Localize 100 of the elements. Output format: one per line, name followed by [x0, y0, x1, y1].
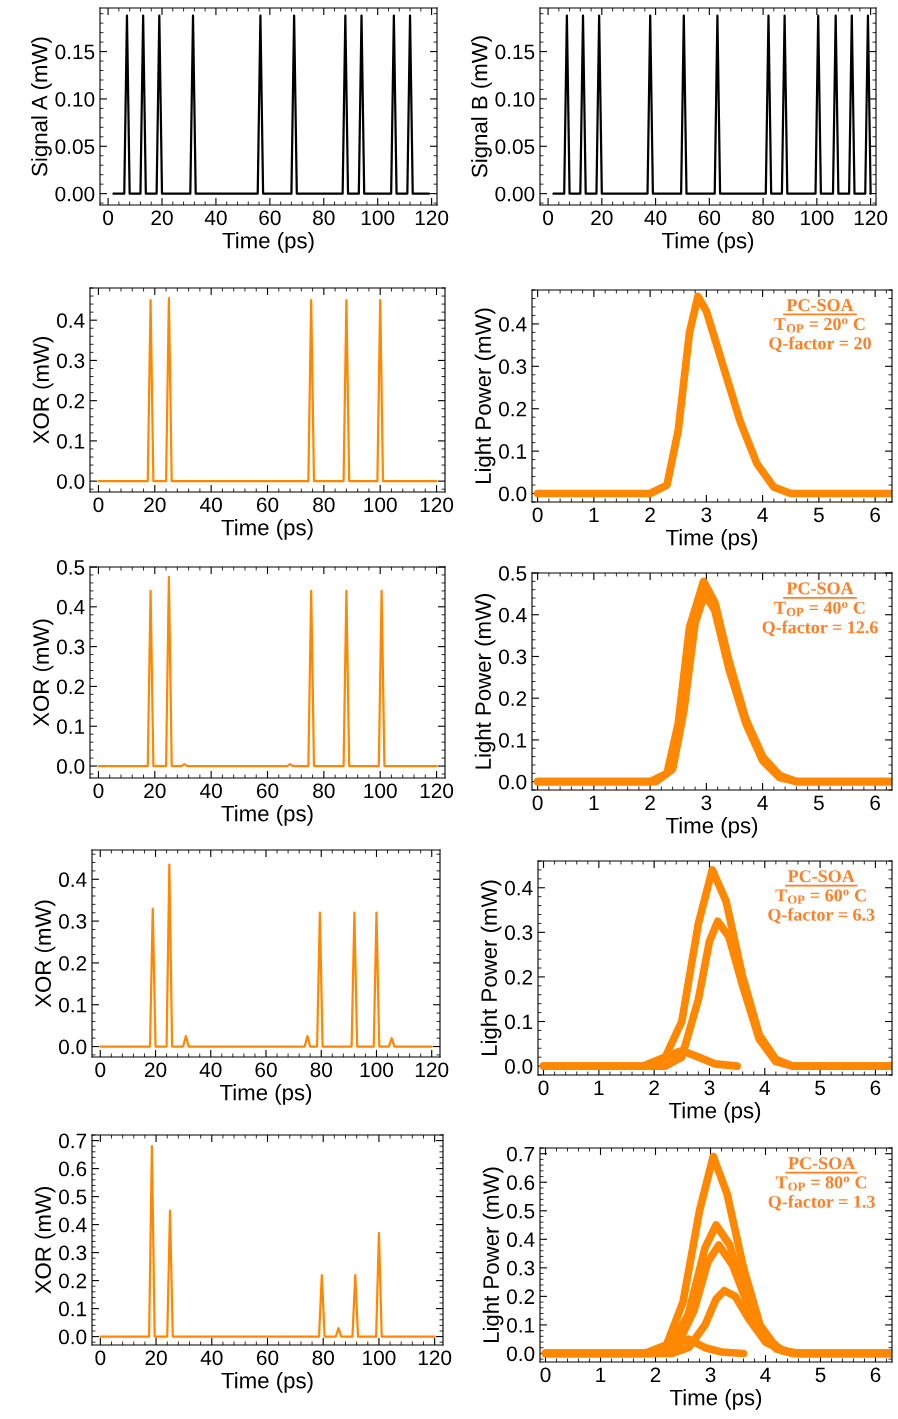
x-tick-label: 120: [420, 783, 454, 799]
x-tick-label: 0: [540, 1367, 551, 1383]
y-tick-label: 0.0: [58, 1329, 87, 1345]
x-tick-label: 5: [815, 1080, 826, 1096]
x-tick-label: 3: [705, 1367, 716, 1383]
x-tick-label: 120: [854, 210, 888, 226]
x-tick-label: 100: [360, 1062, 394, 1078]
y-axis-title: Signal B (mW): [471, 36, 492, 178]
x-tick-label: 100: [801, 210, 834, 226]
x-tick-label: 40: [204, 210, 227, 226]
x-axis-title: Time (ps): [221, 519, 313, 540]
y-tick-label: 0.3: [56, 639, 85, 655]
y-tick-label: 0.00: [495, 186, 535, 202]
x-tick-label: 60: [256, 783, 279, 799]
y-tick-label: 0.2: [506, 1289, 535, 1305]
y-tick-label: 0.4: [56, 599, 85, 615]
x-tick-label: 80: [752, 210, 774, 226]
x-tick-label: 0: [532, 507, 543, 523]
x-tick-label: 1: [589, 507, 599, 522]
x-tick-label: 20: [145, 1350, 167, 1366]
x-tick-label: 20: [144, 1062, 167, 1078]
x-tick-label: 1: [589, 795, 599, 810]
y-tick-label: 0.5: [58, 1189, 87, 1205]
annotation: Q-factor = 20: [769, 336, 871, 353]
annotation: Q-factor = 6.3: [768, 907, 875, 924]
y-tick-label: 0.4: [58, 872, 87, 888]
y-axis-title: Light Power (mW): [474, 593, 496, 769]
y-tick-label: 0.4: [498, 607, 527, 623]
y-tick-label: 0.1: [56, 719, 85, 734]
annotation: T$_{OP}$ = 20$^{o}$ C: [774, 317, 865, 333]
x-tick-label: 80: [313, 210, 335, 226]
x-tick-label: 20: [144, 497, 166, 513]
x-tick-label: 4: [757, 795, 768, 810]
y-tick-label: 0.6: [58, 1161, 87, 1177]
y-tick-label: 0.2: [498, 691, 527, 706]
y-tick-label: 0.1: [506, 1317, 535, 1333]
y-tick-label: 0.3: [498, 359, 527, 375]
x-tick-label: 20: [144, 783, 166, 799]
y-tick-label: 0.3: [506, 1260, 535, 1276]
y-tick-label: 0.6: [506, 1175, 535, 1190]
x-tick-label: 6: [870, 1080, 881, 1096]
y-tick-label: 0.10: [495, 91, 535, 107]
x-tick-label: 120: [418, 1350, 452, 1366]
x-tick-label: 0: [95, 1350, 106, 1366]
x-axis-title: Time (ps): [670, 1389, 762, 1410]
y-axis-title: XOR (mW): [34, 900, 56, 1008]
x-tick-label: 100: [361, 210, 395, 226]
y-tick-label: 0.2: [504, 969, 533, 985]
x-axis-title: Time (ps): [662, 232, 754, 253]
x-tick-label: 60: [259, 210, 281, 226]
y-tick-label: 0.15: [55, 44, 95, 60]
x-axis-title: Time (ps): [666, 529, 758, 550]
x-tick-label: 2: [650, 1367, 661, 1382]
x-axis-title: Time (ps): [221, 1372, 313, 1393]
x-tick-label: 80: [313, 497, 335, 513]
y-tick-label: 0.1: [58, 997, 87, 1013]
y-tick-label: 0.1: [498, 732, 527, 748]
x-tick-label: 120: [415, 210, 449, 226]
y-tick-label: 0.4: [498, 316, 527, 332]
x-tick-label: 20: [591, 210, 613, 226]
x-tick-label: 120: [415, 1062, 449, 1078]
x-tick-label: 40: [200, 497, 222, 513]
y-tick-label: 0.4: [504, 880, 533, 896]
x-tick-label: 60: [256, 497, 279, 513]
x-tick-label: 100: [363, 1350, 396, 1366]
x-tick-label: 0: [95, 1062, 106, 1078]
x-tick-label: 2: [645, 795, 655, 810]
x-tick-label: 40: [644, 210, 667, 226]
y-tick-label: 0.15: [495, 44, 535, 60]
x-tick-label: 3: [704, 1080, 715, 1096]
x-tick-label: 4: [759, 1080, 770, 1095]
y-axis-title: Light Power (mW): [480, 880, 502, 1056]
x-axis-title: Time (ps): [220, 1084, 312, 1105]
y-tick-label: 0.05: [495, 139, 535, 155]
x-tick-label: 60: [698, 210, 721, 226]
x-tick-label: 120: [420, 497, 454, 513]
y-tick-label: 0.05: [55, 139, 95, 155]
y-tick-label: 0.2: [56, 679, 85, 695]
y-axis-title: Signal A (mW): [31, 37, 52, 176]
x-tick-label: 6: [870, 507, 880, 523]
x-tick-label: 0: [93, 497, 104, 513]
y-tick-label: 0.3: [504, 925, 533, 941]
y-tick-label: 0.1: [498, 444, 527, 459]
x-tick-label: 60: [255, 1062, 277, 1078]
x-tick-label: 40: [200, 1350, 223, 1366]
annotation: Q-factor = 1.3: [768, 1194, 875, 1211]
x-tick-label: 3: [701, 507, 712, 523]
y-tick-label: 0.0: [506, 1346, 535, 1362]
y-tick-label: 0.0: [498, 486, 527, 502]
x-tick-label: 2: [645, 507, 655, 522]
x-tick-label: 0: [543, 210, 554, 226]
x-tick-label: 2: [649, 1080, 659, 1095]
y-tick-label: 0.00: [55, 186, 95, 202]
x-tick-label: 60: [256, 1350, 279, 1366]
x-tick-label: 40: [200, 783, 222, 799]
y-axis-title: XOR (mW): [32, 619, 54, 727]
x-tick-label: 4: [760, 1367, 771, 1382]
x-tick-label: 0: [93, 783, 104, 799]
x-tick-label: 0: [538, 1080, 549, 1096]
annotation: PC-SOA: [786, 299, 854, 312]
